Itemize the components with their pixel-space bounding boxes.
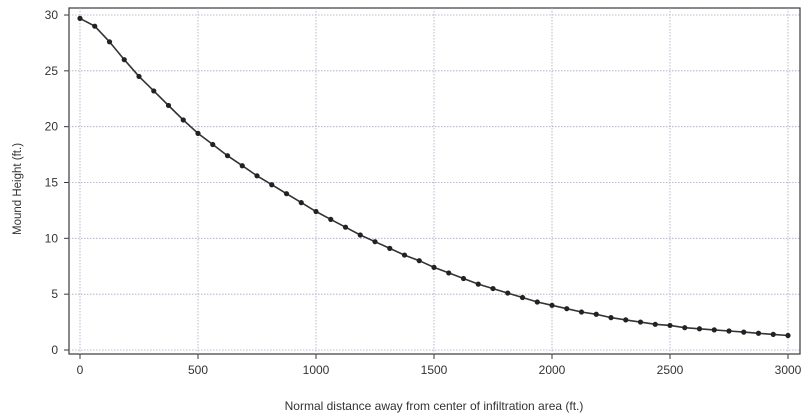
x-tick-label: 2000 <box>539 363 566 377</box>
data-point <box>210 141 216 148</box>
y-tick-label: 0 <box>51 343 58 357</box>
data-point <box>446 270 452 276</box>
data-point <box>785 332 791 339</box>
data-point <box>254 173 260 179</box>
data-point <box>475 281 481 287</box>
data-point <box>121 57 127 63</box>
data-point <box>165 102 172 109</box>
series-group <box>77 15 791 339</box>
data-point <box>328 216 334 222</box>
data-point <box>224 153 231 159</box>
x-tick-label: 0 <box>77 363 84 377</box>
data-point <box>372 239 378 245</box>
data-point <box>357 232 363 238</box>
data-point <box>106 39 113 45</box>
data-point <box>136 73 142 80</box>
data-point <box>608 315 614 321</box>
data-point <box>298 200 304 206</box>
plot-area <box>68 7 801 355</box>
data-point <box>313 208 319 215</box>
data-point <box>564 306 570 312</box>
grid-lines <box>69 8 800 354</box>
data-point <box>92 23 98 29</box>
data-point <box>534 299 540 305</box>
data-point <box>77 15 83 21</box>
data-point <box>283 191 290 197</box>
data-point <box>431 264 437 270</box>
data-point <box>342 224 349 230</box>
data-point <box>755 330 762 336</box>
data-point <box>549 302 555 308</box>
data-point <box>652 321 658 327</box>
y-tick-label: 20 <box>45 120 59 134</box>
data-point <box>151 88 157 94</box>
x-tick-label: 1500 <box>421 363 448 377</box>
x-tick-label: 500 <box>188 363 208 377</box>
y-axis-ticks: 0 5 10 15 20 25 30 <box>45 8 69 357</box>
y-axis-label: Mound Height (ft.) <box>12 143 24 235</box>
y-tick-label: 30 <box>45 8 59 22</box>
data-point <box>623 317 629 323</box>
data-point <box>269 182 275 188</box>
x-tick-label: 1000 <box>303 363 330 377</box>
data-point <box>770 331 776 337</box>
data-point <box>460 275 467 282</box>
x-axis-ticks: 0 500 1000 1500 2000 2500 3000 <box>77 354 802 377</box>
y-tick-label: 10 <box>45 231 59 245</box>
x-axis-label: Normal distance away from center of infi… <box>285 399 584 413</box>
data-point <box>519 294 526 301</box>
data-point <box>696 326 703 332</box>
x-tick-label: 2500 <box>657 363 684 377</box>
data-point <box>667 322 673 329</box>
data-point <box>490 285 496 292</box>
data-point <box>195 130 201 136</box>
data-point <box>741 329 747 335</box>
data-point <box>416 258 422 264</box>
data-point <box>682 325 688 331</box>
data-point <box>593 311 599 317</box>
data-point <box>239 163 245 169</box>
y-tick-label: 5 <box>51 287 58 301</box>
data-point <box>387 245 393 251</box>
data-point <box>180 117 186 123</box>
data-point <box>401 252 408 258</box>
x-tick-label: 3000 <box>775 363 802 377</box>
data-point <box>726 328 732 334</box>
data-point <box>711 327 717 333</box>
data-point <box>578 309 585 315</box>
y-tick-label: 15 <box>45 176 59 190</box>
y-tick-label: 25 <box>45 64 59 78</box>
data-point <box>505 290 511 296</box>
data-point <box>637 319 644 325</box>
